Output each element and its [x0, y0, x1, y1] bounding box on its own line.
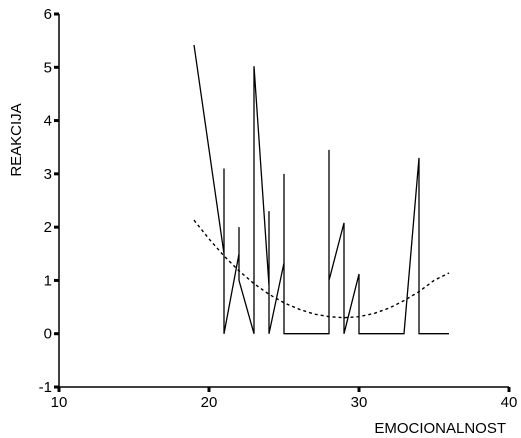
chart-labels: -1 0 1 2 3 4 5 6 10 20 30 40	[39, 6, 518, 411]
y-tick-label: 3	[44, 166, 52, 183]
chart-series	[193, 44, 450, 335]
chart-axes	[54, 12, 511, 392]
y-tick-label: -1	[39, 379, 52, 396]
y-tick-label: 6	[44, 6, 52, 23]
y-tick-label: 0	[44, 326, 52, 343]
x-tick-label: 10	[51, 394, 68, 411]
x-axis-title: EMOCIONALNOST	[374, 420, 506, 437]
data-series-line	[193, 44, 449, 335]
fit-curve-line	[193, 219, 450, 319]
y-tick-label: 4	[44, 113, 52, 130]
x-tick-label: 40	[501, 394, 518, 411]
x-tick-label: 30	[351, 394, 368, 411]
y-tick-label: 5	[44, 59, 52, 76]
x-tick-label: 20	[201, 394, 218, 411]
y-tick-label: 1	[44, 272, 52, 289]
y-axis-title: REAKCIJA	[8, 103, 25, 176]
y-tick-label: 2	[44, 219, 52, 236]
